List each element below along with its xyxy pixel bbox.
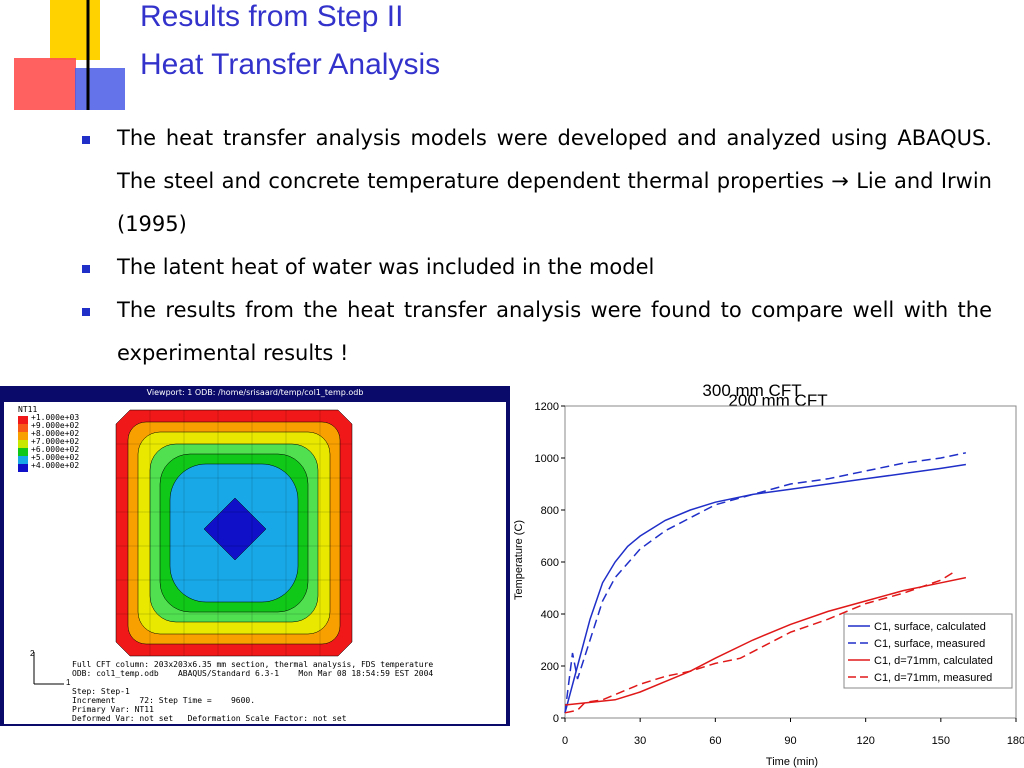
legend-label: C1, surface, calculated xyxy=(874,621,986,633)
bullet-dot xyxy=(82,308,90,316)
viewport-body: 2 1 NT11 +1.000e+03 +9.000e+02 +8.000e+02 +… xyxy=(4,402,506,724)
y-tick-label: 0 xyxy=(553,713,559,725)
legend-title: NT11 xyxy=(18,405,38,414)
legend-box xyxy=(843,613,1013,689)
info-line: Primary Var: NT11 xyxy=(72,705,154,714)
bullet: The latent heat of water was included in… xyxy=(117,255,655,279)
y-tick-label: 1200 xyxy=(535,401,559,413)
title-line: Results from Step II xyxy=(140,0,404,33)
legend-label: +6.000e+02 xyxy=(31,445,80,454)
legend-swatch xyxy=(18,448,28,456)
info-line: Increment 72: Step Time = 9600. xyxy=(72,696,256,705)
x-tick-label: 90 xyxy=(784,735,796,747)
contour-plot: 2 1 xyxy=(18,409,353,687)
x-tick-label: 150 xyxy=(932,735,950,747)
bullet-dot xyxy=(82,265,90,273)
x-axis-label: Time (min) xyxy=(766,756,818,768)
title-line: Heat Transfer Analysis xyxy=(140,48,441,81)
y-tick-label: 600 xyxy=(541,557,559,569)
legend-label: +5.000e+02 xyxy=(31,453,80,462)
bullet: The heat transfer analysis models were d… xyxy=(117,126,992,236)
series-line xyxy=(564,576,967,706)
bullet-dot xyxy=(82,136,90,144)
x-tick-label: 0 xyxy=(562,735,568,747)
triad-label: 1 xyxy=(66,678,71,687)
legend-label: +8.000e+02 xyxy=(31,429,80,438)
legend-label: C1, surface, measured xyxy=(874,638,985,650)
x-tick-label: 120 xyxy=(856,735,874,747)
info-line: ODB: col1_temp.odb ABAQUS/Standard 6.3-1… xyxy=(72,669,434,678)
legend-label: +9.000e+02 xyxy=(31,421,80,430)
legend-label: +7.000e+02 xyxy=(31,437,80,446)
y-tick-label: 800 xyxy=(541,505,559,517)
decoration xyxy=(14,0,1024,110)
y-axis-label: Temperature (C) xyxy=(513,520,525,600)
legend-swatch xyxy=(18,416,28,424)
legend-swatch xyxy=(18,424,28,432)
triad-label: 2 xyxy=(30,649,35,658)
y-tick-label: 200 xyxy=(541,661,559,673)
legend-swatch xyxy=(18,440,28,448)
info-line: Full CFT column: 203x203x6.35 mm section… xyxy=(72,660,434,669)
info-line: Deformed Var: not set Deformation Scale … xyxy=(72,714,347,723)
chart-subtitle: 200 mm CFT xyxy=(728,391,827,410)
series-line xyxy=(564,571,954,714)
y-tick-label: 1000 xyxy=(535,453,559,465)
bullet: The results from the heat transfer analy… xyxy=(117,298,992,365)
legend-swatch xyxy=(18,432,28,440)
legend-label: C1, d=71mm, measured xyxy=(874,672,992,684)
y-tick-label: 400 xyxy=(541,609,559,621)
series-line xyxy=(564,452,967,713)
x-tick-label: 60 xyxy=(709,735,721,747)
chart-title: 300 mm CFT xyxy=(702,381,801,400)
info-line: Step: Step-1 xyxy=(72,687,130,696)
legend-label: C1, d=71mm, calculated xyxy=(874,655,993,667)
viewport-header: Viewport: 1 ODB: /home/srisaard/temp/col… xyxy=(146,388,364,397)
x-tick-label: 30 xyxy=(634,735,646,747)
legend-swatch xyxy=(18,456,28,464)
abaqus-viewport: Viewport: 1 ODB: /home/srisaard/temp/col… xyxy=(0,386,510,726)
x-tick-label: 180 xyxy=(1007,735,1024,747)
series-line xyxy=(564,463,967,713)
legend-label: +1.000e+03 xyxy=(31,413,80,422)
legend-swatch xyxy=(18,464,28,472)
legend-label: +4.000e+02 xyxy=(31,461,80,470)
